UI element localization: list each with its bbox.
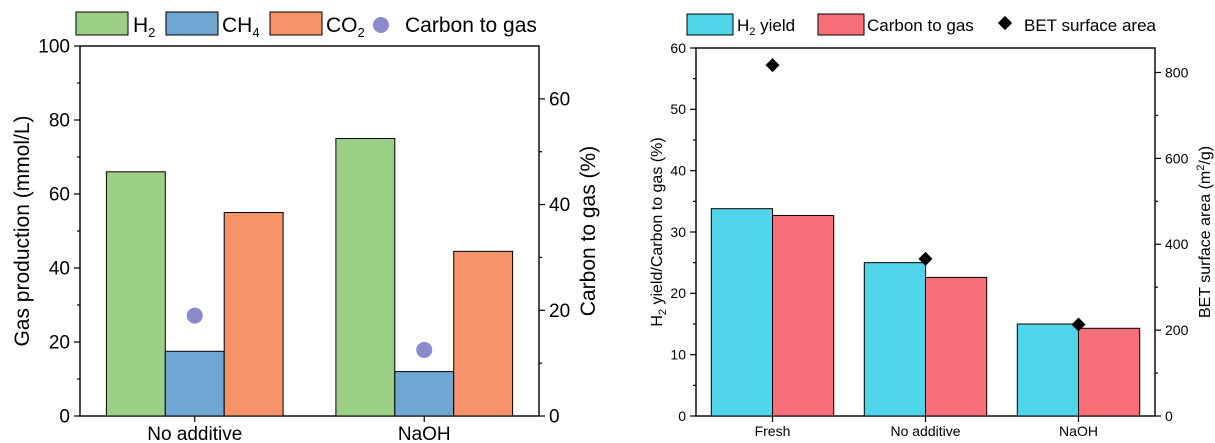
y2-tick-label-20: 20 [549,301,570,322]
legend-marker-bet [997,15,1013,31]
y2-tick-label-0: 0 [1165,408,1173,424]
y-tick-label-40: 40 [670,163,686,179]
legend-marker-carbon-to-gas [373,17,389,33]
bar-carbon-to-gas-fresh [772,214,835,417]
y-tick-label-10: 10 [670,347,686,363]
legend-label-h2-yield: H2 yield [737,16,795,38]
point-bet-surface-area-fresh [765,58,780,73]
legend-swatch-h2-yield [686,13,734,36]
y-tick-label-40: 40 [49,259,70,280]
bar-h2-naoh [335,138,396,417]
bar-co2-no-additive [223,212,284,417]
right-bars [710,208,1141,417]
y2-tick-label-200: 200 [1165,322,1189,338]
x-tick-label-no-additive: No additive [890,423,960,439]
y2-tick-label-800: 800 [1165,64,1189,80]
left-y2-ticks: 0 20 40 60 [539,90,570,428]
bar-h2-no-additive [105,171,166,417]
left-x-ticks: No additive NaOH [147,416,451,443]
legend-swatch-h2 [75,11,129,36]
bar-ch4-no-additive [164,350,225,417]
right-dots [765,58,1086,332]
point-bet-surface-area-no-additive [918,251,933,266]
y-tick-label-30: 30 [670,224,686,240]
point-bet-surface-area-naoh [1071,317,1086,332]
bar-carbon-to-gas-naoh [1078,327,1141,417]
point-carbon-to-gas-no-additive [186,307,203,324]
y-tick-label-0: 0 [59,407,70,428]
bar-h2-yield-fresh [710,208,773,417]
right-y-axis-label: H2 yield/Carbon to gas (%) [649,137,669,326]
bar-h2-yield-naoh [1016,323,1079,417]
bar-co2-naoh [453,250,514,417]
right-panel: H2 yield Carbon to gas BET surface area … [649,13,1214,439]
y-tick-label-80: 80 [49,111,70,132]
y2-tick-label-60: 60 [549,90,570,111]
left-y-axis-label: Gas production (mmol/L) [11,115,34,346]
y-tick-label-60: 60 [670,40,686,56]
right-y2-ticks: 0 200 400 600 800 [1155,64,1189,424]
legend-label-h2: H2 [133,14,155,40]
y2-tick-label-40: 40 [549,195,570,216]
right-y2-axis-label: BET surface area (m2/g) [1195,146,1214,318]
y-tick-label-20: 20 [670,285,686,301]
y-tick-label-20: 20 [49,333,70,354]
legend-swatch-ch4 [165,11,219,36]
right-y-ticks: 0 10 20 30 40 50 60 [670,40,696,424]
y2-tick-label-0: 0 [549,407,560,428]
x-tick-label-fresh: Fresh [755,423,791,439]
y-tick-label-50: 50 [670,101,686,117]
bar-carbon-to-gas-no-additive [925,276,988,417]
legend-swatch-co2 [269,11,323,36]
y-tick-label-100: 100 [38,37,70,58]
x-tick-label-naoh: NaOH [398,424,451,443]
y-tick-label-0: 0 [678,408,686,424]
x-tick-label-naoh: NaOH [1059,423,1098,439]
left-panel: H2 CH4 CO2 Carbon to gas 0 20 40 60 80 100 0 2… [11,11,600,443]
legend-label-bet: BET surface area [1024,16,1157,35]
legend-label-ch4: CH4 [222,14,260,40]
y2-tick-label-600: 600 [1165,150,1189,166]
legend-label-carbon-to-gas-right: Carbon to gas [867,16,974,35]
left-bars [105,138,514,417]
left-legend: H2 CH4 CO2 Carbon to gas [75,11,537,40]
left-y2-axis-label: Carbon to gas (%) [577,146,600,316]
right-legend: H2 yield Carbon to gas BET surface area [686,13,1157,38]
legend-swatch-carbon-to-gas [817,13,865,36]
left-dots [186,307,433,358]
legend-label-carbon-to-gas: Carbon to gas [405,14,537,37]
point-carbon-to-gas-naoh [416,341,433,358]
bar-ch4-naoh [394,371,455,417]
left-y-ticks: 0 20 40 60 80 100 [38,37,80,428]
y-tick-label-60: 60 [49,185,70,206]
bar-h2-yield-no-additive [863,262,926,417]
right-x-ticks: Fresh No additive NaOH [755,416,1098,439]
x-tick-label-no-additive: No additive [147,424,242,443]
y2-tick-label-400: 400 [1165,236,1189,252]
legend-label-co2: CO2 [326,14,365,40]
